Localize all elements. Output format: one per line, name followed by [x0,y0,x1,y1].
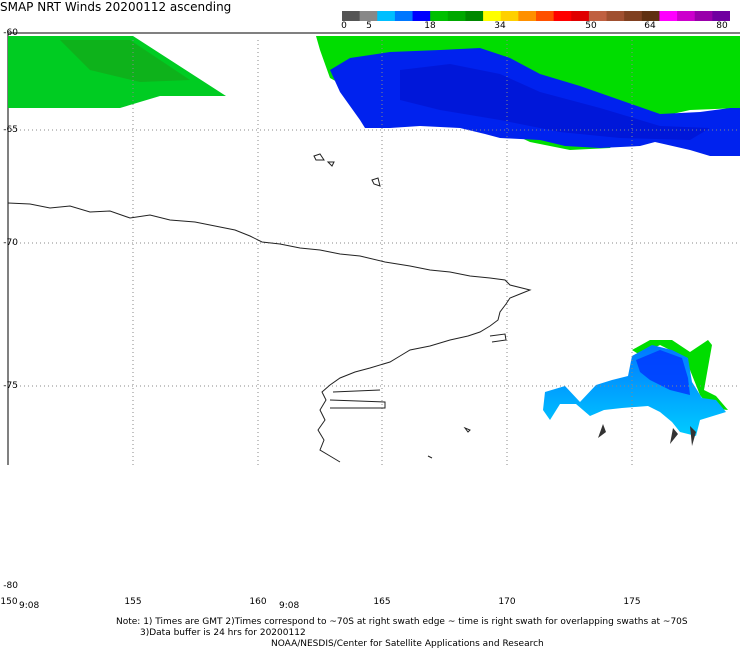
color-scale-swatch [606,11,625,21]
lon-label-155: 155 [124,597,142,607]
color-scale-swatch [571,11,590,21]
lon-label-160: 160 [249,597,267,607]
color-scale-swatch [447,11,467,21]
color-scale-swatch [342,11,361,21]
lat-label-70: -70 [3,238,18,248]
wind-swath-upper-left-dark [60,40,190,82]
color-scale-swatch [536,11,555,21]
antarctic-coastline [7,153,532,463]
swath-time-label-1: 9:08 [19,601,40,611]
note-line-2: 3)Data buffer is 24 hrs for 20200112 [140,628,306,638]
wind-swath-upper-right-core [400,64,710,140]
color-scale-swatch [659,11,678,21]
color-scale-tick-label: 50 [585,21,597,31]
lat-label-60: -60 [3,28,18,38]
color-scale-swatch [694,11,713,21]
color-scale-tick-label: 80 [716,21,728,31]
lon-label-170: 170 [498,597,516,607]
color-scale-swatch [359,11,378,21]
color-scale-swatch [641,11,661,21]
color-scale-swatch [483,11,502,21]
color-scale-swatch [588,11,608,21]
color-scale-swatch [518,11,537,21]
color-scale-swatch [677,11,696,21]
note-line-3: NOAA/NESDIS/Center for Satellite Applica… [271,639,544,649]
map-gridlines [8,40,740,465]
lat-label-75: -75 [3,381,18,391]
color-scale-tick-label: 18 [424,21,436,31]
lon-label-165: 165 [373,597,391,607]
color-scale-tick-label: 5 [366,21,372,31]
color-scale-swatch [412,11,431,21]
wind-swath-lower-right-green [632,340,728,410]
color-scale-swatches [342,11,731,21]
lat-label-80: -80 [3,581,18,591]
color-scale-bar [342,6,731,21]
color-scale-swatch [553,11,572,21]
color-scale-swatch [500,11,519,21]
wind-spike-3 [690,426,696,446]
wind-spike-1 [598,424,606,438]
color-scale-swatch [430,11,449,21]
map-title: SMAP NRT Winds 20200112 ascending [0,0,232,14]
wind-spike-2 [670,428,678,444]
color-scale-swatch [712,11,731,21]
lon-label-150: 150 [0,597,18,607]
lon-label-175: 175 [623,597,641,607]
color-scale-swatch [394,11,414,21]
swath-time-label-2: 9:08 [279,601,300,611]
note-line-1: Note: 1) Times are GMT 2)Times correspon… [116,617,688,627]
lat-label-65: -65 [3,125,18,135]
color-scale-tick-label: 64 [644,21,656,31]
color-scale-swatch [465,11,484,21]
color-scale-swatch [624,11,643,21]
color-scale-tick-label: 0 [341,21,347,31]
color-scale-swatch [377,11,396,21]
color-scale-tick-label: 34 [494,21,506,31]
wind-swath-lower-right-deep [636,350,690,395]
